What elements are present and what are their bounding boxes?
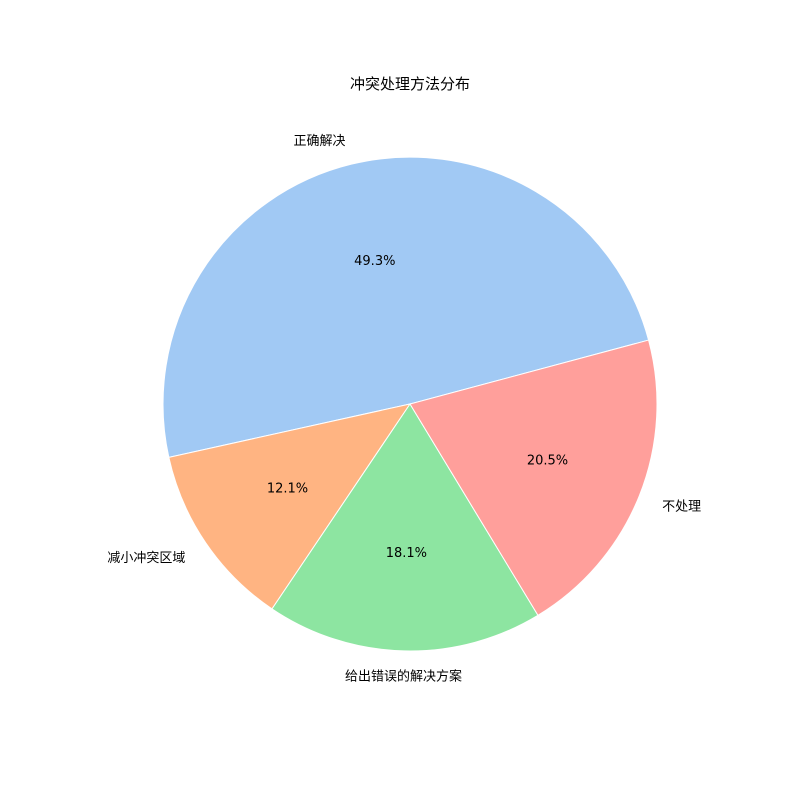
slice-category-label: 不处理 — [662, 499, 701, 514]
slice-percent-label: 20.5% — [527, 453, 568, 468]
pie-slice-4 — [409, 339, 658, 616]
slice-category-label: 给出错误的解决方案 — [345, 669, 462, 685]
slice-percent-label: 49.3% — [354, 254, 395, 269]
pie-slice-1 — [162, 156, 650, 458]
slice-category-label: 正确解决 — [293, 134, 345, 149]
pie-labels: 49.3% 正确解决 12.1% 减小冲突区域 18.1% 给出错误的解决方案 20.5% 不… — [107, 134, 701, 685]
chart-title: 冲突处理方法分布 — [350, 75, 470, 93]
slice-percent-label: 18.1% — [386, 546, 427, 561]
slice-percent-label: 12.1% — [267, 481, 308, 496]
slice-category-label: 减小冲突区域 — [107, 550, 185, 566]
pie-slice-3 — [271, 403, 539, 652]
pie-slice-2 — [168, 403, 412, 610]
pie-slices — [162, 156, 658, 652]
